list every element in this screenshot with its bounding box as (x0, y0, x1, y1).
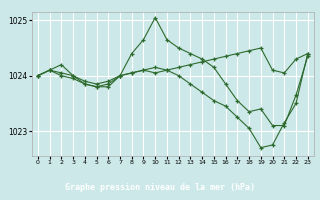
Text: Graphe pression niveau de la mer (hPa): Graphe pression niveau de la mer (hPa) (65, 183, 255, 192)
